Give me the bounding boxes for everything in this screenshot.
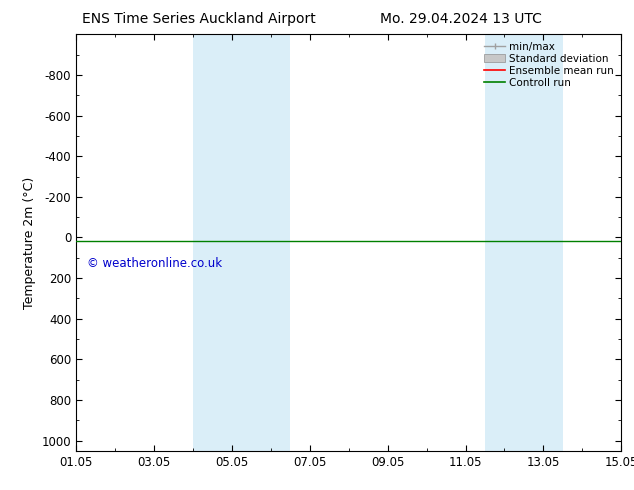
Bar: [485, 34, 563, 451]
Legend: min/max, Standard deviation, Ensemble mean run, Controll run: min/max, Standard deviation, Ensemble me…: [480, 37, 618, 92]
Y-axis label: Temperature 2m (°C): Temperature 2m (°C): [23, 176, 36, 309]
Text: ENS Time Series Auckland Airport: ENS Time Series Auckland Airport: [82, 12, 316, 26]
Text: Mo. 29.04.2024 13 UTC: Mo. 29.04.2024 13 UTC: [380, 12, 542, 26]
Bar: [193, 34, 290, 451]
Text: © weatheronline.co.uk: © weatheronline.co.uk: [87, 257, 222, 270]
